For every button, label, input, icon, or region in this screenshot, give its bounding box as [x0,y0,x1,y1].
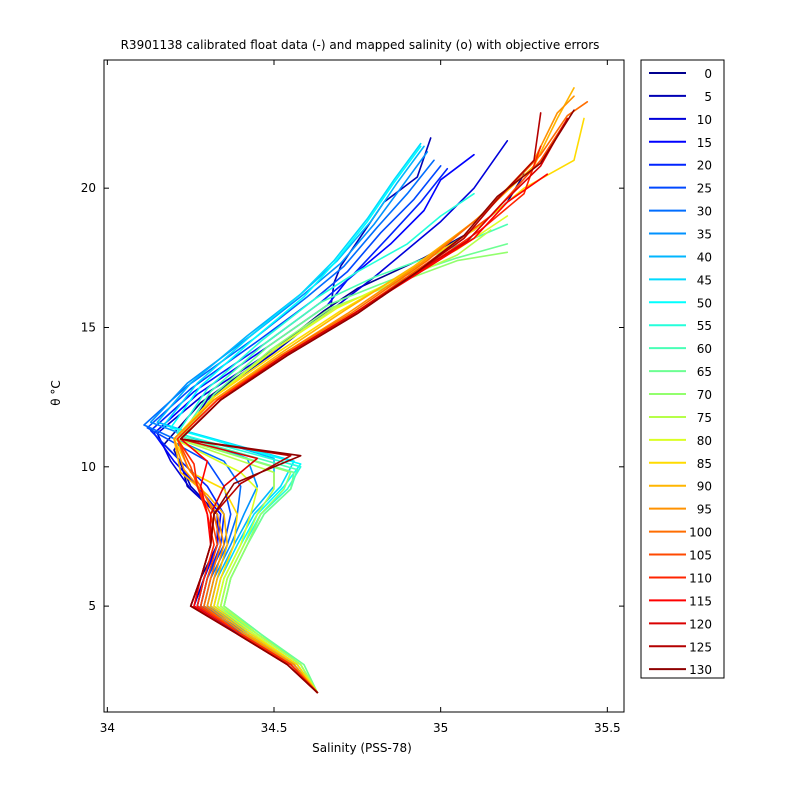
y-tick-label: 20 [81,181,96,195]
legend-label-45: 45 [697,273,712,287]
profile-line-115 [179,173,549,694]
legend-label-35: 35 [697,228,712,242]
legend-label-20: 20 [697,159,712,173]
x-tick-label: 34.5 [261,721,288,735]
plot-frame [103,59,625,713]
legend-label-70: 70 [697,388,712,402]
legend-label-130: 130 [689,663,712,677]
legend-label-75: 75 [697,411,712,425]
profile-line-80 [173,215,509,694]
profile-curves [143,87,589,694]
y-tick-label: 10 [81,460,96,474]
y-axis: 5 10 15 20 [81,181,624,613]
profile-line-65 [179,243,509,694]
legend-label-110: 110 [689,571,712,585]
legend-label-15: 15 [697,136,712,150]
x-axis: 34 34.5 35 35.5 [100,60,621,735]
legend-label-85: 85 [697,457,712,471]
legend-label-120: 120 [689,617,712,631]
legend-label-55: 55 [697,319,712,333]
legend-label-0: 0 [704,67,712,81]
legend-label-5: 5 [704,90,712,104]
legend-label-125: 125 [689,640,712,654]
legend-label-95: 95 [697,503,712,517]
legend-label-40: 40 [697,250,712,264]
legend-box [640,59,725,679]
legend-label-10: 10 [697,113,712,127]
y-tick-label: 5 [88,599,96,613]
x-tick-label: 35 [433,721,448,735]
legend-label-50: 50 [697,296,712,310]
x-tick-label: 34 [100,721,115,735]
legend-label-60: 60 [697,342,712,356]
legend: 0 5 10 15 20 25 30 35 40 45 50 55 60 65 70 75 80 85 90 95 10… [640,59,725,679]
y-tick-label: 15 [81,320,96,334]
x-tick-label: 35.5 [594,721,621,735]
legend-label-100: 100 [689,526,712,540]
legend-label-115: 115 [689,594,712,608]
legend-label-105: 105 [689,549,712,563]
chart-title: R3901138 calibrated float data (-) and m… [121,38,600,52]
y-axis-label: θ °C [49,380,63,406]
profile-line-130 [179,109,575,694]
legend-label-65: 65 [697,365,712,379]
x-axis-label: Salinity (PSS-78) [312,741,412,755]
legend-label-90: 90 [697,480,712,494]
legend-label-30: 30 [697,205,712,219]
legend-label-80: 80 [697,434,712,448]
legend-label-25: 25 [697,182,712,196]
